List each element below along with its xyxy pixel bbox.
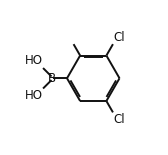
Text: B: B — [47, 72, 56, 85]
Text: HO: HO — [25, 54, 43, 67]
Text: Cl: Cl — [113, 113, 125, 126]
Text: Cl: Cl — [113, 31, 125, 44]
Text: HO: HO — [25, 89, 43, 102]
